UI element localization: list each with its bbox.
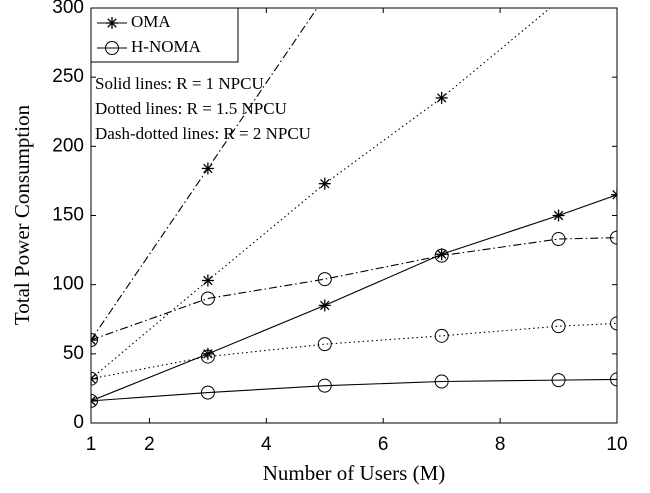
marker-stroke	[91, 377, 96, 384]
marker-stroke	[436, 249, 447, 259]
x-tick-label: 1	[86, 434, 97, 455]
circle-marker	[551, 319, 566, 334]
circle-marker	[317, 272, 332, 287]
marker-stroke	[91, 399, 96, 406]
circle-marker	[610, 372, 617, 387]
marker-stroke	[91, 393, 98, 408]
y-tick-label: 50	[63, 343, 84, 364]
marker-stroke	[551, 232, 566, 247]
marker-stroke	[434, 328, 449, 343]
circle-marker	[551, 373, 566, 388]
star-marker	[611, 188, 617, 201]
star-marker	[91, 372, 97, 385]
circle-marker	[434, 328, 449, 343]
circle-marker	[434, 374, 449, 389]
annotation: Dash-dotted lines: R = 2 NPCU	[95, 124, 311, 143]
series-line	[91, 8, 552, 380]
star-marker	[318, 177, 331, 190]
series-line	[91, 194, 617, 402]
x-tick-label: 2	[144, 434, 155, 455]
y-tick-label: 0	[73, 412, 84, 433]
circle-marker	[317, 337, 332, 352]
marker-stroke	[91, 371, 98, 386]
marker-stroke	[203, 163, 213, 174]
circle-marker	[200, 349, 215, 364]
marker-stroke	[551, 319, 566, 334]
star-marker	[91, 334, 97, 346]
marker-stroke	[434, 248, 449, 263]
star-marker	[201, 274, 214, 287]
star-marker	[435, 248, 448, 261]
marker-stroke	[612, 190, 617, 196]
circle-marker	[200, 385, 215, 400]
marker-stroke	[91, 335, 96, 341]
circle-marker	[317, 378, 332, 393]
series-line	[91, 378, 617, 402]
marker-stroke	[200, 291, 215, 306]
star-marker	[201, 162, 214, 175]
x-tick-label: 8	[495, 434, 506, 455]
legend-label: OMA	[131, 12, 171, 31]
x-axis-label: Number of Users (M)	[263, 461, 446, 485]
marker-stroke	[317, 272, 332, 287]
star-marker	[435, 91, 448, 104]
marker-stroke	[107, 18, 117, 28]
circle-marker	[91, 333, 98, 347]
marker-stroke	[91, 333, 98, 347]
marker-stroke	[200, 349, 215, 364]
marker-stroke	[200, 385, 215, 400]
series-line	[91, 237, 617, 341]
circle-marker	[105, 41, 119, 55]
marker-stroke	[317, 378, 332, 393]
x-tick-label: 6	[378, 434, 389, 455]
marker-stroke	[317, 337, 332, 352]
y-tick-label: 200	[52, 135, 84, 156]
circle-marker	[551, 232, 566, 247]
circle-marker	[610, 316, 617, 331]
marker-stroke	[91, 374, 96, 380]
y-tick-label: 100	[52, 274, 84, 295]
marker-stroke	[551, 373, 566, 388]
star-marker	[552, 209, 565, 222]
y-tick-label: 150	[52, 205, 84, 226]
x-tick-label: 4	[261, 434, 272, 455]
x-tick-label: 10	[606, 434, 627, 455]
y-tick-label: 250	[52, 66, 84, 87]
y-axis-label: Total Power Consumption	[10, 104, 34, 325]
marker-stroke	[434, 374, 449, 389]
circle-marker	[610, 230, 617, 245]
series-line	[91, 322, 617, 380]
circle-marker	[200, 291, 215, 306]
marker-stroke	[203, 275, 213, 286]
marker-stroke	[610, 372, 617, 387]
legend: OMA H-NOMA	[90, 7, 239, 63]
marker-stroke	[436, 93, 447, 103]
marker-stroke	[610, 316, 617, 331]
legend-label: H-NOMA	[131, 37, 202, 56]
marker-stroke	[91, 396, 96, 402]
plot-area	[91, 8, 617, 408]
marker-stroke	[610, 230, 617, 245]
circle-marker	[91, 393, 98, 408]
marker-stroke	[320, 300, 330, 311]
marker-stroke	[553, 210, 564, 221]
circle-marker	[434, 248, 449, 263]
star-marker	[318, 299, 331, 312]
star-marker	[106, 17, 118, 29]
circle-marker	[91, 371, 98, 386]
annotation: Dotted lines: R = 1.5 NPCU	[95, 99, 287, 118]
marker-stroke	[612, 193, 617, 200]
marker-stroke	[105, 41, 119, 55]
y-tick-label: 300	[52, 0, 84, 18]
annotation: Solid lines: R = 1 NPCU	[95, 74, 264, 93]
marker-stroke	[320, 178, 330, 189]
marker-stroke	[91, 339, 96, 345]
